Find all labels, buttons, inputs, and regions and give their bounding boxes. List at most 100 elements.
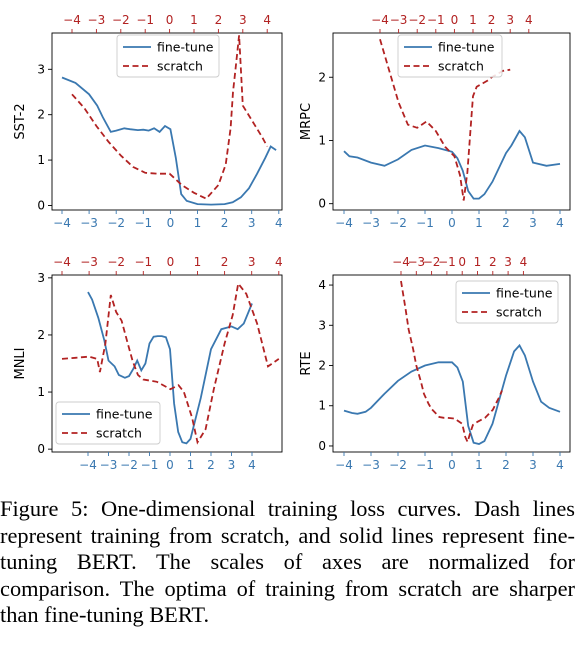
chart-panel-mrpc: 012−4 −3 −2 −1 0 1 2 3 4−4 −3 −2 −1 0 1 2 3 4MRPCfine-tu… — [299, 13, 571, 230]
x-top-tick-label: 0 — [167, 255, 175, 269]
series-line-scratch — [61, 281, 280, 445]
x-bottom-tick-label: 2 — [207, 458, 215, 472]
x-top-tick-label: −2 — [107, 255, 125, 269]
x-bottom-tick-label: 1 — [475, 216, 483, 230]
series-line-fine-tune — [343, 129, 561, 200]
x-top-tick-label: −4 — [53, 255, 71, 269]
legend-label-fine-tune: fine-tune — [157, 40, 214, 55]
y-axis-label: MNLI — [13, 347, 28, 379]
plot-frame — [51, 32, 283, 211]
x-bottom-tick-label: −3 — [362, 216, 380, 230]
x-bottom-tick-label: −2 — [107, 216, 125, 230]
series-line-fine-tune — [61, 76, 277, 206]
x-bottom-tick-label: 1 — [194, 216, 202, 230]
y-axis-label: RTE — [299, 351, 314, 375]
legend: fine-tune scratch — [397, 34, 503, 78]
figure-caption: Figure 5: One-dimensional training loss … — [0, 496, 575, 628]
y-tick-label: 2 — [37, 328, 45, 342]
x-bottom-tick-label: −1 — [416, 216, 434, 230]
x-top-tick-label: −4 — [392, 255, 410, 269]
x-top-tick-label: 0 — [451, 13, 459, 27]
x-top-tick-label: −3 — [88, 13, 106, 27]
series-line-scratch — [71, 35, 268, 200]
x-bottom-tick-label: 3 — [228, 458, 236, 472]
y-tick-label: 2 — [318, 359, 326, 373]
y-tick-label: 0 — [37, 198, 45, 212]
y-tick-label: 2 — [37, 108, 45, 122]
series-line-fine-tune — [343, 343, 561, 445]
legend-label-fine-tune: fine-tune — [438, 40, 495, 55]
x-bottom-tick-label: −2 — [389, 216, 407, 230]
x-bottom-tick-label: 2 — [502, 458, 510, 472]
x-top-tick-label: −4 — [63, 13, 81, 27]
x-bottom-tick-label: 0 — [167, 216, 175, 230]
series-line-scratch — [400, 280, 503, 445]
x-bottom-tick-label: 4 — [556, 216, 564, 230]
y-tick-label: 0 — [318, 439, 326, 453]
x-top-tick-label: −2 — [408, 13, 426, 27]
x-bottom-tick-label: 4 — [556, 458, 564, 472]
x-top-tick-label: 0 — [458, 255, 466, 269]
x-top-tick-label: −2 — [112, 13, 130, 27]
y-tick-label: 3 — [318, 318, 326, 332]
x-top-tick-label: 1 — [474, 255, 482, 269]
series-line-scratch — [379, 39, 511, 201]
y-tick-label: 0 — [318, 197, 326, 211]
x-top-tick-label: 3 — [248, 255, 256, 269]
x-top-tick-label: −1 — [438, 255, 456, 269]
x-top-tick-label: 1 — [190, 13, 198, 27]
chart-panel-sst-2: 0 1 2 3 −4 −3 −2 −1 0 1 2 3 4 −4 −3 −2 −1 0 1 2 3 4 SST-2 fine-… — [13, 13, 283, 230]
legend-label-fine-tune: fine-tune — [96, 407, 153, 422]
x-bottom-tick-label: 0 — [448, 216, 456, 230]
x-top-tick-label: −1 — [136, 13, 154, 27]
x-bottom-tick-label: −1 — [134, 216, 152, 230]
y-tick-label: 3 — [37, 62, 45, 76]
x-top-tick-label: 4 — [263, 13, 271, 27]
y-tick-label: 1 — [318, 399, 326, 413]
y-tick-label: 1 — [37, 385, 45, 399]
x-bottom-tick-label: 4 — [275, 216, 283, 230]
y-axis-label: SST-2 — [13, 103, 28, 139]
y-tick-label: 1 — [37, 153, 45, 167]
y-tick-label: 1 — [318, 133, 326, 147]
x-top-tick-label: −4 — [371, 13, 389, 27]
y-tick-label: 3 — [37, 271, 45, 285]
x-top-tick-label: 4 — [275, 255, 283, 269]
x-bottom-tick-label: −3 — [362, 458, 380, 472]
x-bottom-tick-label: 3 — [248, 216, 256, 230]
x-top-tick-label: 3 — [504, 255, 512, 269]
x-top-tick-label: 1 — [469, 13, 477, 27]
x-bottom-tick-label: 1 — [187, 458, 195, 472]
x-top-tick-label: 4 — [525, 13, 533, 27]
x-bottom-tick-label: −2 — [120, 458, 138, 472]
x-bottom-tick-label: 0 — [448, 458, 456, 472]
x-bottom-tick-label: 4 — [248, 458, 256, 472]
y-axis-label: MRPC — [299, 103, 314, 140]
x-bottom-tick-label: 0 — [166, 458, 174, 472]
x-top-tick-label: −1 — [134, 255, 152, 269]
x-top-tick-label: 3 — [239, 13, 247, 27]
plot-frame — [332, 274, 571, 453]
legend-label-fine-tune: fine-tune — [496, 286, 553, 301]
x-bottom-tick-label: −4 — [79, 458, 97, 472]
x-top-tick-label: 2 — [221, 255, 229, 269]
legend-label-scratch: scratch — [496, 305, 542, 320]
x-bottom-tick-label: −4 — [335, 216, 353, 230]
x-top-tick-label: −1 — [427, 13, 445, 27]
y-tick-label: 0 — [37, 442, 45, 456]
x-top-tick-label: 0 — [166, 13, 174, 27]
x-bottom-tick-label: 3 — [529, 458, 537, 472]
x-bottom-tick-label: −4 — [335, 458, 353, 472]
x-bottom-tick-label: −2 — [389, 458, 407, 472]
legend-label-scratch: scratch — [157, 59, 203, 74]
x-bottom-tick-label: −1 — [141, 458, 159, 472]
x-top-tick-label: −2 — [423, 255, 441, 269]
legend: fine-tune scratch — [455, 280, 559, 324]
legend: fine-tune scratch — [55, 401, 161, 445]
x-top-tick-label: 2 — [215, 13, 223, 27]
x-bottom-tick-label: −3 — [80, 216, 98, 230]
